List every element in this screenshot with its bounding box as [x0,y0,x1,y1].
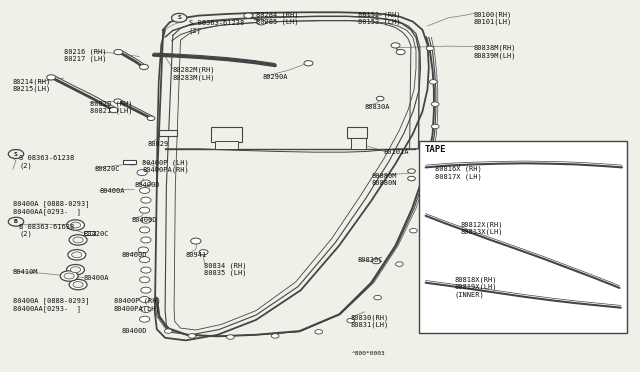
Bar [123,160,136,164]
Text: 80410M: 80410M [13,269,38,275]
Text: 80101A: 80101A [384,149,410,155]
Circle shape [140,257,150,263]
Circle shape [429,147,437,151]
Text: S: S [177,15,181,20]
Text: 80830C: 80830C [357,257,383,263]
Circle shape [72,252,82,258]
Text: 80400D: 80400D [134,182,160,188]
Circle shape [227,335,234,339]
Text: 80400P (LH)
80400PA(RH): 80400P (LH) 80400PA(RH) [142,159,189,173]
Circle shape [70,222,81,228]
Circle shape [141,180,151,186]
Circle shape [140,277,150,283]
Circle shape [137,170,147,176]
Text: 80812X(RH)
80813X(LH): 80812X(RH) 80813X(LH) [461,221,503,235]
Circle shape [68,250,86,260]
Circle shape [188,334,196,338]
Circle shape [70,267,81,273]
Circle shape [431,102,439,106]
Circle shape [257,20,266,25]
Circle shape [114,49,123,55]
Circle shape [114,99,122,103]
Circle shape [426,169,434,173]
Text: 80816X (RH)
80817X (LH): 80816X (RH) 80817X (LH) [435,166,482,180]
Bar [84,231,95,235]
Text: 80829: 80829 [147,141,168,147]
Text: 80820C: 80820C [95,166,120,171]
Text: 80400A [0888-0293]
80400AA[0293-  ]: 80400A [0888-0293] 80400AA[0293- ] [13,298,90,312]
Text: 80820 (RH)
80821 (LH): 80820 (RH) 80821 (LH) [90,100,132,115]
Circle shape [271,334,279,338]
Text: 80420C: 80420C [83,231,109,237]
Text: 80830(RH)
80831(LH): 80830(RH) 80831(LH) [351,314,389,328]
Circle shape [304,61,313,66]
Circle shape [8,150,24,158]
Text: 80818X(RH)
80819X(LH)
(INNER): 80818X(RH) 80819X(LH) (INNER) [454,276,497,298]
Circle shape [140,316,150,322]
Text: ^800*0003: ^800*0003 [352,352,386,356]
Circle shape [372,259,381,264]
Circle shape [420,199,428,203]
Circle shape [408,169,415,173]
Circle shape [347,318,355,323]
Text: 80838M(RH)
80839M(LH): 80838M(RH) 80839M(LH) [474,45,516,59]
Circle shape [73,237,83,243]
Circle shape [408,176,415,181]
Circle shape [396,49,405,55]
Text: 80290A: 80290A [262,74,288,80]
Circle shape [141,237,151,243]
Text: 80152 (RH)
80153 (LH): 80152 (RH) 80153 (LH) [358,11,401,25]
Circle shape [138,247,148,253]
Circle shape [141,307,151,312]
Circle shape [141,287,151,293]
Circle shape [374,295,381,300]
Bar [215,141,238,149]
Circle shape [47,75,56,80]
Text: 80100(RH)
80101(LH): 80100(RH) 80101(LH) [474,11,512,25]
Circle shape [141,197,151,203]
Circle shape [147,116,155,121]
Circle shape [315,330,323,334]
Text: 80282M(RH)
80283M(LH): 80282M(RH) 80283M(LH) [173,67,215,81]
Circle shape [429,80,437,84]
Bar [419,141,627,333]
Text: 80834 (RH)
80835 (LH): 80834 (RH) 80835 (LH) [204,262,246,276]
Text: 80400A: 80400A [99,188,125,194]
Bar [211,127,242,142]
Text: 80214(RH)
80215(LH): 80214(RH) 80215(LH) [13,78,51,92]
Circle shape [69,235,87,245]
Text: 80941: 80941 [186,252,207,258]
Text: B 08363-61638
(2): B 08363-61638 (2) [19,224,74,237]
Text: 80400D: 80400D [122,252,147,258]
Circle shape [67,264,84,275]
Text: TAPE: TAPE [424,145,446,154]
Circle shape [60,271,78,281]
Text: 80400A [0888-0293]
80400AA[0293-  ]: 80400A [0888-0293] 80400AA[0293- ] [13,200,90,215]
Circle shape [140,187,150,193]
Circle shape [191,238,201,244]
Circle shape [431,124,439,129]
Circle shape [164,329,172,333]
Text: 80216 (RH)
80217 (LH): 80216 (RH) 80217 (LH) [64,48,106,62]
Circle shape [141,267,151,273]
Bar [159,130,177,136]
Circle shape [64,273,74,279]
Circle shape [140,207,150,213]
Circle shape [140,64,148,70]
Circle shape [391,43,400,48]
Text: 80284 (RH)
80285 (LH): 80284 (RH) 80285 (LH) [256,11,298,25]
Circle shape [376,96,384,101]
Text: 80400A: 80400A [83,275,109,281]
Circle shape [426,46,434,51]
Text: 80830A: 80830A [365,104,390,110]
Text: S 08363-61238
(2): S 08363-61238 (2) [19,155,74,169]
Circle shape [73,282,83,288]
Text: 80400D: 80400D [131,217,157,222]
Text: 80400P (RH)
80400PA(LH): 80400P (RH) 80400PA(LH) [114,298,161,312]
Circle shape [199,250,208,255]
Circle shape [396,262,403,266]
Bar [347,127,367,138]
Text: S 08363-61238
(2): S 08363-61238 (2) [189,20,244,34]
Circle shape [172,13,187,22]
Circle shape [69,279,87,290]
